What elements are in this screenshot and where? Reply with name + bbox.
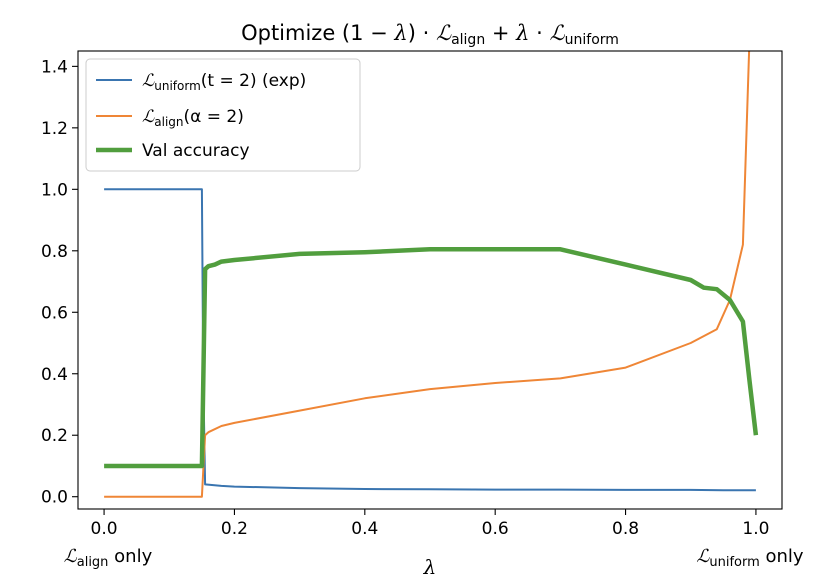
- series-group: [104, 51, 759, 498]
- x-tick-label-1: 0.2: [221, 519, 248, 539]
- legend-box: [85, 58, 361, 172]
- series-line-2: [104, 247, 759, 469]
- y-tick-label-3: 0.6: [41, 303, 68, 323]
- x-annotation-left: ℒalign only: [64, 546, 153, 570]
- x-tick-label-2: 0.4: [351, 519, 378, 539]
- x-tick-label-3: 0.6: [482, 519, 509, 539]
- x-tick-label-5: 1.0: [742, 519, 769, 539]
- x-tick-label-4: 0.8: [612, 519, 639, 539]
- x-tick-label-0: 0.0: [91, 519, 118, 539]
- y-tick-label-6: 1.2: [41, 119, 68, 139]
- y-tick-label-4: 0.8: [41, 242, 68, 262]
- y-tick-label-2: 0.4: [41, 365, 68, 385]
- legend-label-align: ℒalign(α = 2): [142, 107, 244, 129]
- legend: ℒuniform(t = 2) (exp) ℒalign(α = 2) Val …: [85, 58, 361, 172]
- legend-label-uniform: ℒuniform(t = 2) (exp): [142, 71, 306, 93]
- y-tick-label-7: 1.4: [41, 57, 68, 77]
- series-line-1: [104, 51, 751, 498]
- x-annotation-right: ℒuniform only: [696, 546, 804, 570]
- chart-title: Optimize (1 − λ) · ℒalign + λ · ℒuniform: [241, 21, 619, 48]
- x-axis-label: λ: [423, 555, 437, 578]
- legend-label-val-accuracy: Val accuracy: [142, 141, 250, 161]
- y-tick-label-0: 0.0: [41, 488, 68, 508]
- y-ticks: 0.0 0.2 0.4 0.6 0.8 1.0 1.2 1.4: [41, 57, 78, 508]
- plot-frame: [77, 50, 783, 510]
- x-ticks: 0.0 0.2 0.4 0.6 0.8 1.0: [91, 509, 769, 539]
- y-tick-label-1: 0.2: [41, 426, 68, 446]
- y-tick-label-5: 1.0: [41, 180, 68, 200]
